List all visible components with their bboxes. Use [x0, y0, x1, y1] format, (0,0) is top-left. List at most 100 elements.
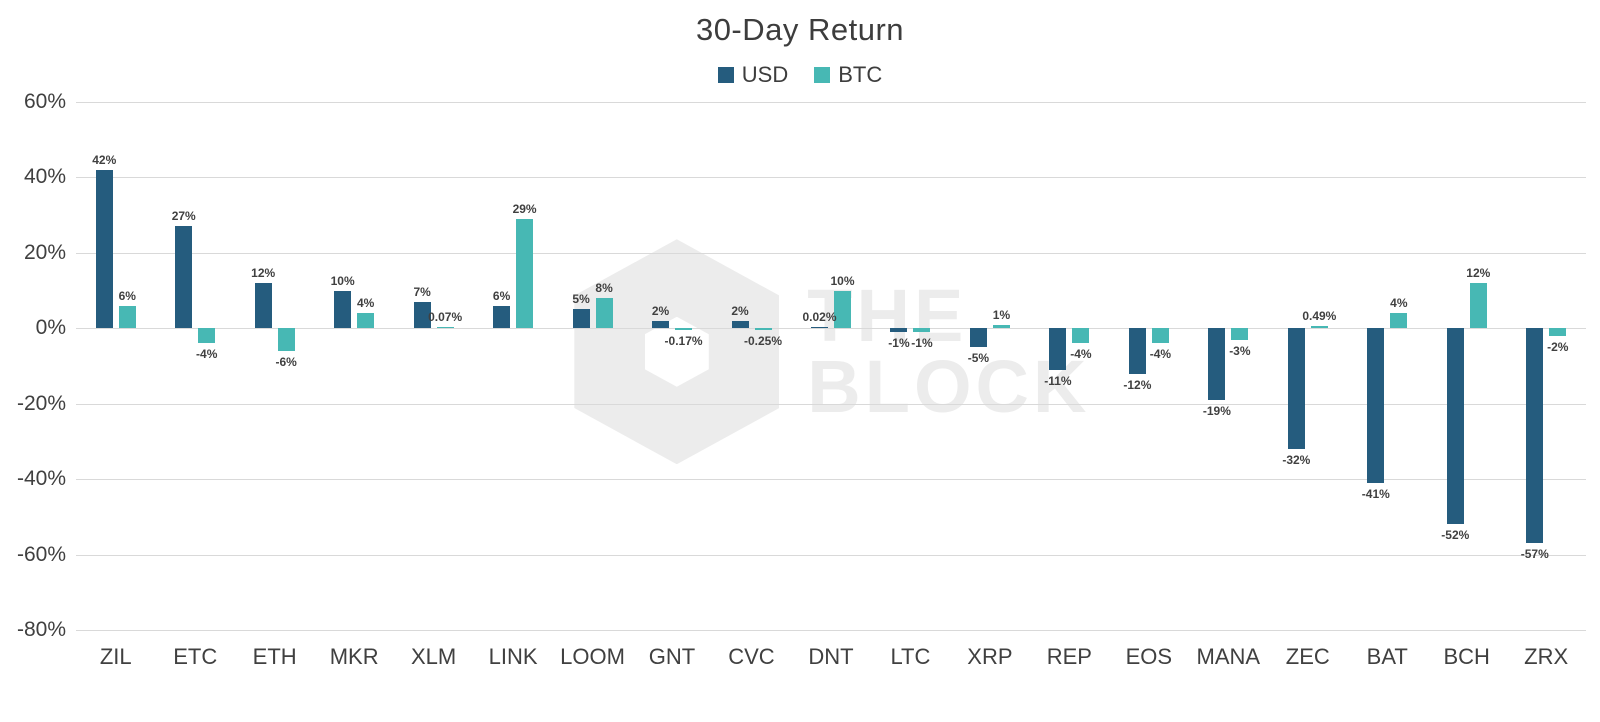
x-axis-label-loom: LOOM — [560, 644, 625, 669]
usd-value-label: -11% — [1044, 373, 1072, 388]
usd-value-label: 42% — [92, 152, 117, 167]
usd-bar-zrx — [1526, 328, 1544, 544]
bar-group-mkr: 10% 4% — [314, 102, 393, 630]
btc-bar-eth — [277, 328, 295, 351]
usd-value-label: -5% — [967, 351, 990, 366]
chart-body: 60% 40% 20% 0% -20% -40% -60% -80% THE BLOCK 42… — [6, 90, 1586, 641]
btc-bar-dnt — [833, 290, 851, 329]
usd-bar-bch — [1446, 328, 1464, 525]
bar-group-bch: -52% 12% — [1427, 102, 1506, 630]
x-axis-label-zil: ZIL — [99, 644, 132, 669]
btc-bar-ltc — [913, 328, 931, 333]
bar-group-rep: -11% -4% — [1030, 102, 1109, 630]
btc-value-label: 4% — [356, 296, 375, 311]
bar-group-zrx: -57% -2% — [1507, 102, 1586, 630]
y-tick-label: -20% — [16, 391, 66, 415]
bar-group-zil: 42% 6% — [76, 102, 155, 630]
bar-group-cvc: 2% -0.25% — [712, 102, 791, 630]
legend: USD BTC — [0, 62, 1600, 88]
btc-value-label: 6% — [118, 288, 136, 303]
usd-value-label: -19% — [1202, 403, 1231, 418]
x-axis-label-zec: ZEC — [1285, 644, 1330, 669]
btc-value-label: 12% — [1466, 266, 1491, 281]
x-axis-label-etc: ETC — [173, 644, 218, 669]
gridline — [76, 177, 1586, 179]
usd-bar-cvc — [731, 320, 749, 329]
gridline — [76, 479, 1586, 481]
usd-bar-dnt — [810, 326, 828, 329]
btc-value-label: 8% — [595, 281, 613, 296]
bar-group-eth: 12% -6% — [235, 102, 314, 630]
bar-group-bat: -41% 4% — [1348, 102, 1427, 630]
usd-bar-rep — [1049, 328, 1067, 370]
y-tick-label: -80% — [16, 618, 66, 641]
btc-value-label: -2% — [1547, 339, 1569, 354]
usd-value-label: 2% — [651, 303, 670, 318]
legend-btc-label: BTC — [838, 62, 883, 87]
usd-value-label: 0.02% — [802, 309, 837, 324]
btc-value-label: -6% — [275, 354, 297, 369]
usd-bar-zec — [1287, 328, 1305, 449]
bar-group-ltc: -1% -1% — [871, 102, 950, 630]
usd-bar-bat — [1367, 328, 1385, 483]
btc-bar-zec — [1310, 326, 1328, 329]
x-axis-label-gnt: GNT — [648, 644, 696, 669]
bar-group-gnt: 2% -0.17% — [632, 102, 711, 630]
btc-value-label: 4% — [1390, 296, 1408, 311]
btc-bar-etc — [198, 328, 216, 344]
y-tick-label: -40% — [16, 467, 66, 491]
btc-value-label: -0.17% — [664, 333, 703, 348]
btc-bar-rep — [1072, 328, 1090, 344]
btc-value-label: 0.07% — [428, 309, 463, 324]
usd-value-label: -32% — [1282, 452, 1311, 467]
bar-group-xlm: 7% 0.07% — [394, 102, 473, 630]
btc-bar-xlm — [436, 326, 454, 329]
usd-value-label: -12% — [1123, 377, 1152, 392]
x-axis-label-bat: BAT — [1366, 644, 1408, 669]
btc-bar-eos — [1151, 328, 1169, 344]
x-axis-label-eos: EOS — [1125, 644, 1173, 669]
gridline — [76, 403, 1586, 405]
btc-bar-gnt — [675, 328, 693, 330]
usd-value-label: -52% — [1441, 528, 1470, 543]
usd-value-label: -57% — [1520, 547, 1549, 562]
x-axis-label-cvc: CVC — [728, 644, 775, 669]
btc-bar-cvc — [754, 328, 772, 330]
usd-bar-mkr — [334, 290, 352, 329]
bar-group-etc: 27% -4% — [155, 102, 234, 630]
btc-bar-xrp — [992, 324, 1010, 329]
x-axis-label-mana: MANA — [1196, 644, 1261, 669]
legend-usd-label: USD — [741, 62, 789, 87]
btc-value-label: 0.49% — [1302, 309, 1337, 324]
btc-value-label: -4% — [196, 347, 218, 362]
x-axis-label-mkr: MKR — [329, 644, 379, 669]
btc-bar-link — [516, 218, 534, 329]
btc-value-label: 29% — [512, 201, 537, 216]
usd-bar-xrp — [969, 328, 987, 348]
btc-bar-loom — [595, 298, 613, 329]
usd-value-label: 5% — [572, 292, 590, 307]
btc-bar-mkr — [357, 313, 375, 329]
usd-value-label: 27% — [171, 209, 196, 224]
gridline — [76, 554, 1586, 556]
usd-bar-zil — [95, 169, 113, 329]
usd-bar-xlm — [413, 301, 431, 329]
x-axis-label-rep: REP — [1046, 644, 1092, 669]
x-axis-label-bch: BCH — [1443, 644, 1490, 669]
bar-group-mana: -19% -3% — [1189, 102, 1268, 630]
bar-group-zec: -32% 0.49% — [1268, 102, 1347, 630]
y-tick-label: 40% — [23, 165, 66, 189]
x-axis: ZIL ETC ETH MKR XLM LINK LOOM GNT CVC DNT LTC XRP RE… — [76, 644, 1586, 670]
usd-value-label: 10% — [330, 273, 355, 288]
btc-swatch-icon — [814, 67, 831, 83]
usd-bar-eth — [254, 283, 272, 329]
btc-bar-zil — [118, 305, 136, 329]
usd-bar-etc — [175, 226, 193, 329]
btc-bar-zrx — [1549, 328, 1567, 336]
usd-bar-gnt — [652, 320, 670, 329]
gridline — [76, 328, 1586, 330]
btc-value-label: -1% — [911, 336, 933, 351]
bar-group-xrp: -5% 1% — [950, 102, 1029, 630]
usd-swatch-icon — [717, 67, 734, 83]
